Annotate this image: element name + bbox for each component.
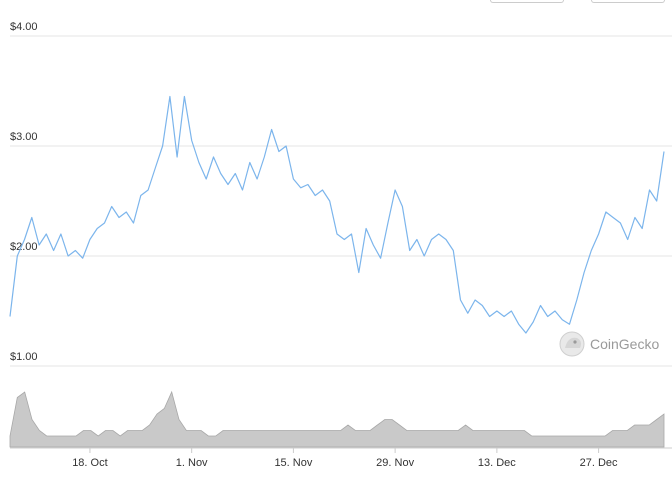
coingecko-watermark: CoinGecko (559, 331, 659, 357)
volume-area (9, 390, 665, 448)
grid-lines (10, 35, 672, 367)
y-tick-label: $1.00 (10, 351, 38, 363)
price-series (9, 95, 665, 334)
gecko-head-icon (565, 337, 581, 348)
x-tick-label: 27. Dec (580, 457, 618, 469)
volume-area-path (9, 390, 665, 448)
price-line (9, 95, 665, 334)
x-tick-label: 29. Nov (376, 457, 414, 469)
x-tick-label: 18. Oct (72, 457, 107, 469)
watermark-text: CoinGecko (590, 336, 659, 352)
range-button-right[interactable] (591, 0, 665, 3)
range-button-left[interactable] (490, 0, 564, 3)
y-tick-label: $4.00 (10, 21, 38, 33)
y-tick-label: $2.00 (10, 241, 38, 253)
y-tick-label: $3.00 (10, 131, 38, 143)
x-tick-label: 15. Nov (274, 457, 312, 469)
y-axis-labels: $1.00 $2.00 $3.00 $4.00 (10, 21, 38, 363)
gecko-eye-icon (573, 340, 577, 344)
x-tick-label: 13. Dec (478, 457, 516, 469)
x-tick-label: 1. Nov (176, 457, 208, 469)
x-axis-labels: 18. Oct 1. Nov 15. Nov 29. Nov 13. Dec 27. De… (10, 447, 672, 469)
